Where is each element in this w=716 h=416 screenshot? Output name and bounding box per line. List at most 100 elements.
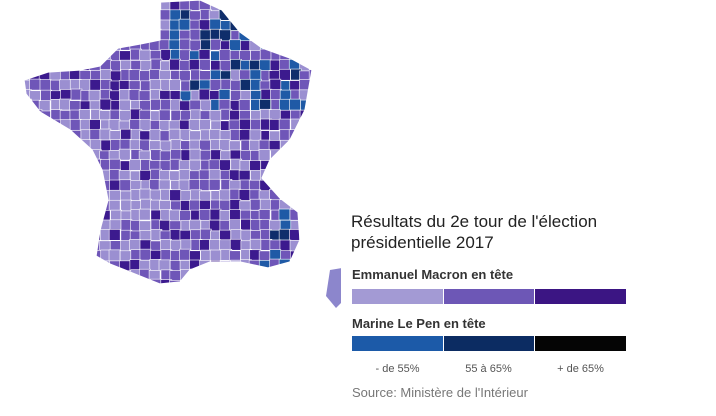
map-cell [198, 58, 211, 71]
map-cell [169, 79, 181, 91]
map-cell [79, 28, 92, 41]
map-cell [149, 129, 162, 141]
map-cell [269, 188, 281, 201]
map-cell [270, 10, 283, 22]
map-cell [59, 8, 71, 21]
map-cell [129, 0, 142, 11]
map-cell [79, 179, 92, 192]
map-cell [290, 170, 303, 183]
map-cell [88, 58, 101, 71]
map-cell [240, 150, 252, 162]
map-cell [129, 239, 141, 251]
map-cell [108, 229, 121, 241]
map-cell [128, 29, 141, 42]
map-cell [60, 249, 72, 262]
map-cell [39, 219, 52, 231]
map-cell [59, 208, 72, 221]
map-cell [209, 18, 222, 31]
map-cell [250, 30, 262, 42]
map-cell [50, 129, 62, 142]
map-cell [279, 139, 292, 152]
map-cell [270, 0, 283, 13]
map-cell [309, 90, 312, 102]
map-cell [168, 209, 181, 222]
map-cell [290, 180, 302, 192]
map-cell [29, 129, 41, 141]
map-cell [219, 60, 232, 72]
map-cell [218, 99, 231, 111]
map-cell [249, 160, 261, 172]
map-cell [229, 0, 242, 12]
map-cell [49, 0, 61, 12]
map-cell [308, 280, 312, 284]
tick-label-mid: 55 à 65% [465, 363, 512, 375]
map-cell [39, 79, 52, 91]
map-cell [50, 48, 62, 61]
map-cell [149, 8, 161, 21]
map-cell [100, 269, 112, 282]
macron-color-scale [352, 289, 627, 304]
map-cell [260, 19, 273, 32]
map-cell [280, 170, 293, 183]
map-cell [259, 59, 271, 72]
map-cell [58, 199, 71, 211]
map-cell [89, 8, 101, 21]
map-cell [269, 28, 282, 41]
map-cell [198, 88, 211, 101]
map-cell [300, 239, 312, 251]
map-cell [49, 170, 61, 182]
map-cell [60, 179, 72, 191]
map-cell [89, 179, 101, 192]
lepen-label: Marine Le Pen en tête [352, 316, 486, 331]
map-cell [79, 190, 92, 203]
map-cell [179, 210, 191, 222]
map-cell [24, 170, 32, 182]
map-cell [129, 159, 141, 171]
map-cell [199, 239, 211, 251]
map-cell [309, 160, 312, 173]
map-cell [209, 239, 221, 251]
map-cell [100, 29, 113, 42]
map-cell [308, 240, 312, 253]
map-cell [308, 220, 312, 233]
macron-swatch-low [352, 289, 443, 304]
map-cell [238, 99, 251, 111]
map-cell [24, 9, 32, 22]
map-cell [99, 260, 112, 273]
map-cell [158, 9, 171, 22]
map-cell [299, 48, 311, 61]
map-cell [29, 40, 42, 53]
map-cell [29, 78, 41, 91]
map-cell [120, 199, 133, 212]
map-cell [109, 20, 121, 32]
map-cell [39, 189, 52, 201]
map-cell [219, 229, 231, 242]
map-cell [109, 28, 122, 41]
map-cell [59, 98, 71, 111]
map-cell [139, 49, 151, 62]
map-cell [280, 150, 292, 162]
map-cell [58, 160, 71, 173]
map-cell [139, 188, 152, 201]
map-cell [24, 119, 32, 131]
map-cell [24, 60, 31, 72]
map-cell [310, 139, 312, 152]
map-cell [230, 59, 242, 71]
map-cell [138, 90, 151, 103]
map-cell [24, 149, 32, 162]
map-cell [24, 200, 32, 212]
map-cell [79, 199, 91, 212]
map-cell [160, 98, 172, 111]
map-cell [29, 189, 42, 202]
map-cell [270, 19, 282, 32]
map-cell [219, 159, 231, 172]
map-cell [209, 129, 221, 141]
map-cell [240, 218, 252, 231]
map-cell [39, 169, 52, 181]
map-cell [299, 279, 312, 284]
map-cell [228, 9, 241, 22]
map-cell [24, 280, 32, 284]
map-cell [309, 40, 312, 53]
map-cell [309, 130, 312, 142]
map-cell [50, 20, 63, 32]
